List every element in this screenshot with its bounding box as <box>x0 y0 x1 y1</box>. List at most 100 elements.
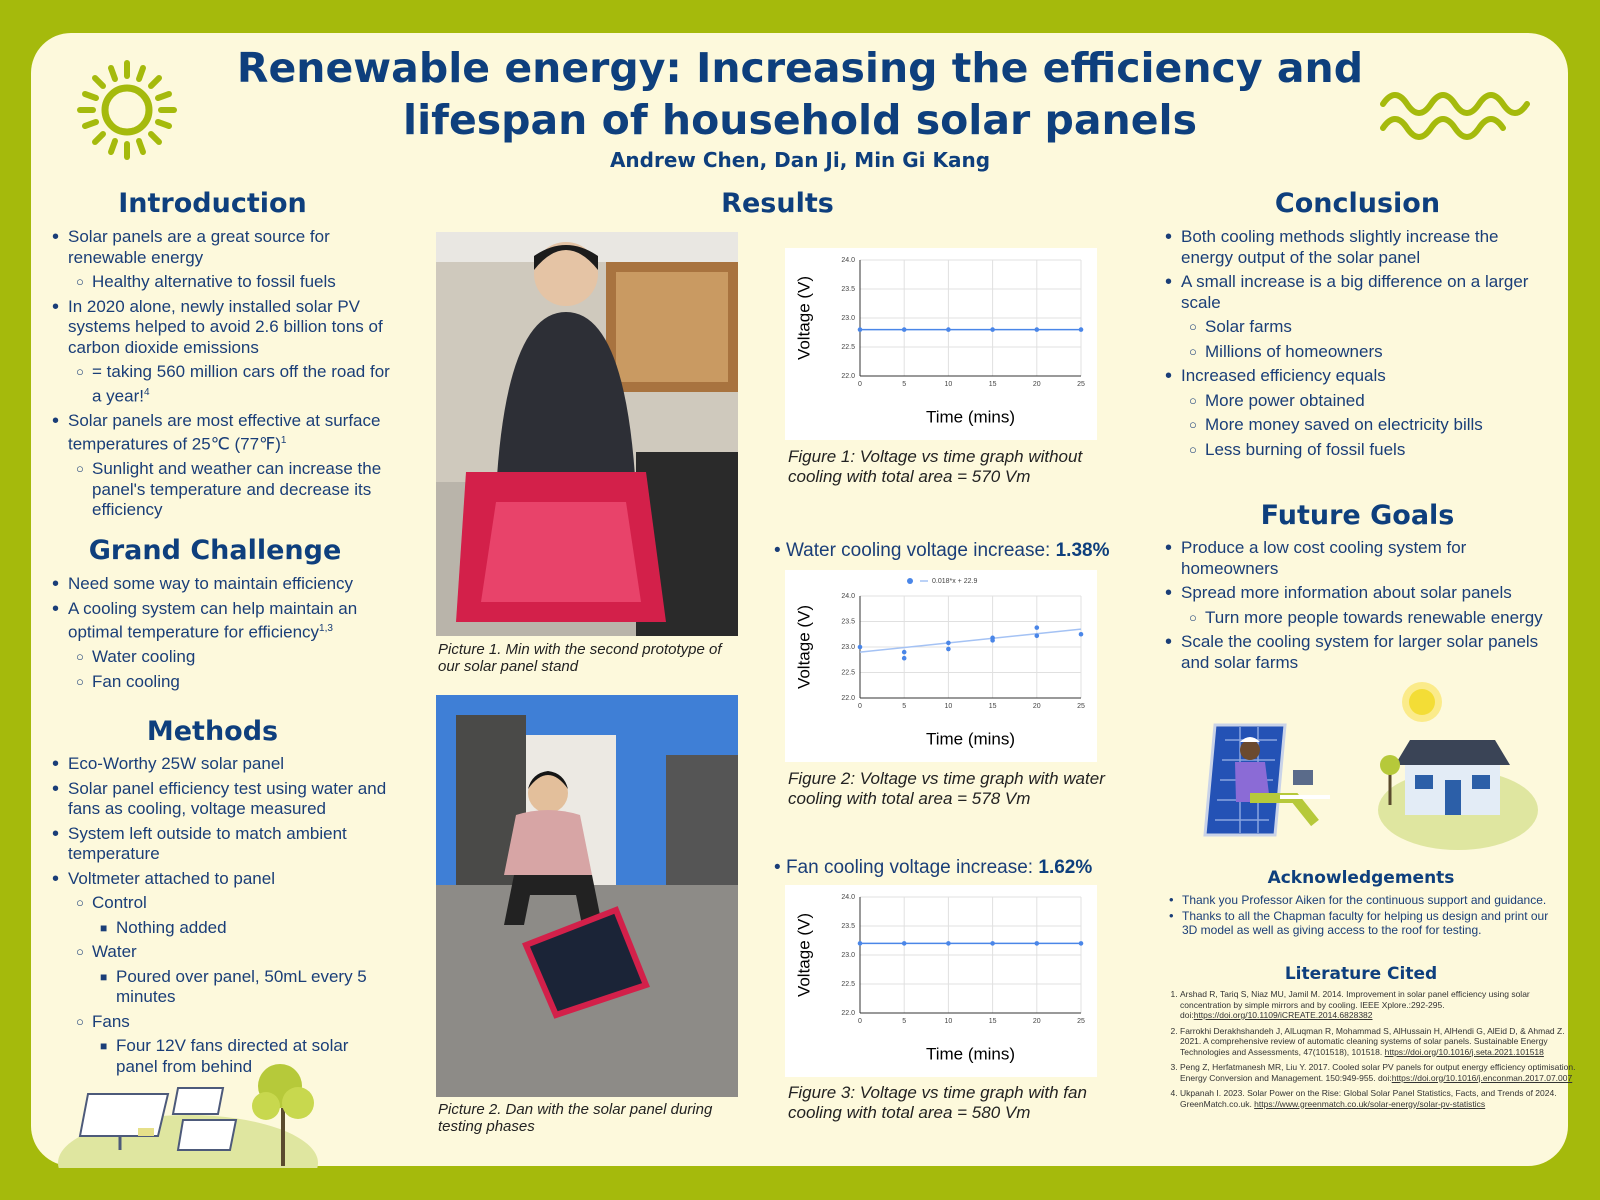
bullet-item: A cooling system can help maintain an op… <box>52 598 393 644</box>
bullet-text: Increased efficiency equals <box>1181 366 1386 385</box>
reference-text: Farrokhi Derakhshandeh J, AlLuqman R, Mo… <box>1180 1025 1565 1057</box>
data-point <box>946 646 951 652</box>
bullet-item: Produce a low cost cooling system for ho… <box>1165 538 1549 579</box>
y-tick-label: 22.5 <box>841 344 855 351</box>
y-axis-label: Voltage (V) <box>794 605 813 689</box>
bullet-item: Four 12V fans directed at solar panel fr… <box>100 1036 393 1077</box>
bullet-text: Sunlight and weather can increase the pa… <box>92 459 382 520</box>
reference-link: https://doi.org/10.1109/iCREATE.2014.682… <box>1193 1010 1373 1020</box>
bullet-text: Need some way to maintain efficiency <box>68 574 354 593</box>
x-tick-label: 15 <box>989 703 997 710</box>
reference: Ukpanah I. 2023. Solar Power on the Rise… <box>1180 1088 1576 1109</box>
data-point <box>1078 327 1084 332</box>
bullet-item: = taking 560 million cars off the road f… <box>76 362 393 407</box>
bullet-list: Eco-Worthy 25W solar panel Solar panel ef… <box>52 754 393 1081</box>
bullet-text: Fan cooling <box>92 671 180 691</box>
photo-2 <box>436 695 738 1097</box>
bullet-item: Less burning of fossil fuels <box>1189 440 1549 461</box>
data-point <box>990 638 995 643</box>
chart: 22.0 22.5 23.0 23.5 24.0 0 5 10 15 20 25 Voltage (V… <box>794 257 1085 427</box>
figure-caption: Figure 3: Voltage vs time graph with fan… <box>788 1083 1087 1122</box>
bullet-item: Millions of homeowners <box>1189 341 1549 363</box>
y-tick-label: 23.5 <box>841 618 855 625</box>
x-axis-label: Time (mins) <box>926 1044 1015 1063</box>
bullet-item: Fan cooling <box>76 671 393 693</box>
bullet-text: Eco-Worthy 25W solar panel <box>68 754 285 773</box>
data-point <box>857 327 863 332</box>
data-point <box>990 941 995 946</box>
y-axis-label: Voltage (V) <box>794 276 813 360</box>
y-tick-label: 24.0 <box>841 894 855 901</box>
bullet-item: Poured over panel, 50mL every 5 minutes <box>100 966 393 1008</box>
bullet-item: System left outside to match ambient tem… <box>52 824 393 865</box>
bullet-item: Solar panels are a great source for rene… <box>52 227 393 268</box>
y-tick-label: 24.0 <box>841 593 855 600</box>
data-point <box>857 941 863 946</box>
sun-icon <box>77 60 177 160</box>
bullet-list: Thank you Professor Aiken for the contin… <box>1169 893 1564 939</box>
bullet-text: Nothing added <box>116 917 227 937</box>
bullet-item: Voltmeter attached to panel <box>52 869 393 890</box>
bullet-text: Water <box>92 942 137 961</box>
solar-farm-illustration <box>58 1064 318 1168</box>
bullet-text: Scale the cooling system for larger sola… <box>1181 632 1539 672</box>
bullet-text: Both cooling methods slightly increase t… <box>1181 227 1499 267</box>
x-tick-label: 15 <box>989 1018 997 1025</box>
bullet-item: Solar farms <box>1189 317 1549 338</box>
bullet-item: Solar panels are most effective at surfa… <box>52 411 393 456</box>
bullet-list: Need some way to maintain efficiency A co… <box>52 574 393 696</box>
bullet-text: Produce a low cost cooling system for ho… <box>1181 538 1467 578</box>
y-tick-label: 24.0 <box>841 257 855 264</box>
superscript: 1 <box>280 435 287 447</box>
bullet-text: Four 12V fans directed at solar panel fr… <box>116 1036 349 1076</box>
reference-link: https://doi.org/10.1016/j.enconman.2017.… <box>1391 1072 1573 1083</box>
section-heading: Methods <box>146 716 279 747</box>
data-point <box>990 327 995 332</box>
result-value: 1.38% <box>1055 540 1110 561</box>
x-tick-label: 25 <box>1077 381 1085 388</box>
data-point <box>946 640 951 646</box>
data-point <box>901 327 907 332</box>
x-tick-label: 20 <box>1033 703 1041 710</box>
home-solar-illustration <box>1203 682 1538 850</box>
bullet-text: A cooling system can help maintain an op… <box>68 598 358 642</box>
bullet-item: Spread more information about solar pane… <box>1165 583 1549 604</box>
bullet-text: Turn more people towards renewable energ… <box>1205 607 1543 627</box>
data-point <box>901 649 907 655</box>
data-point <box>1034 625 1040 630</box>
x-tick-label: 10 <box>945 1018 953 1025</box>
x-tick-label: 15 <box>989 381 997 388</box>
bullet-text: In 2020 alone, newly installed solar PV … <box>68 296 383 357</box>
bullet-item: Scale the cooling system for larger sola… <box>1165 632 1549 673</box>
data-point <box>901 941 907 946</box>
bullet-text: More money saved on electricity bills <box>1205 415 1483 434</box>
title-line: Renewable energy: Increasing the efficie… <box>236 44 1364 92</box>
section-heading: Acknowledgements <box>1267 868 1455 888</box>
result-value: 1.62% <box>1038 857 1093 878</box>
bullet-text: Healthy alternative to fossil fuels <box>92 272 336 291</box>
trendline <box>859 628 1082 653</box>
bullet-list: Solar panels are a great source for rene… <box>52 227 393 525</box>
data-point <box>857 644 863 650</box>
reference-text: Peng Z, Herfatmanesh MR, Liu Y. 2017. Co… <box>1180 1062 1576 1083</box>
bullet-item: Control <box>76 893 393 914</box>
data-point <box>1034 327 1040 332</box>
figure-caption: Figure 1: Voltage vs time graph without … <box>788 447 1083 486</box>
bullet-text: Thank you Professor Aiken for the contin… <box>1182 893 1547 907</box>
bullet-item: Need some way to maintain efficiency <box>52 574 393 595</box>
data-point <box>901 655 907 661</box>
chart: 22.0 22.5 23.0 23.5 24.0 0 5 10 15 20 25 Voltage (V… <box>794 894 1085 1064</box>
data-point <box>946 327 951 332</box>
bullet-text: Millions of homeowners <box>1205 341 1383 361</box>
reference-link: https://www.greenmatch.co.uk/solar-energ… <box>1254 1098 1486 1109</box>
chart-box: 22.0 22.5 23.0 23.5 24.0 0 5 10 15 20 25 Voltage (V… <box>785 885 1097 1077</box>
bullet-text: Poured over panel, 50mL every 5 minutes <box>116 966 367 1007</box>
result-bullet: • Water cooling voltage increase: 1.38% <box>774 540 1110 561</box>
result-text: Fan cooling voltage increase: <box>785 857 1039 878</box>
reference-link: https://doi.org/10.1016/j.seta.2021.1015… <box>1384 1046 1544 1057</box>
x-tick-label: 20 <box>1033 381 1041 388</box>
superscript: 4 <box>143 386 150 398</box>
bullet-item: In 2020 alone, newly installed solar PV … <box>52 296 393 359</box>
bullet-item: Increased efficiency equals <box>1165 366 1549 387</box>
